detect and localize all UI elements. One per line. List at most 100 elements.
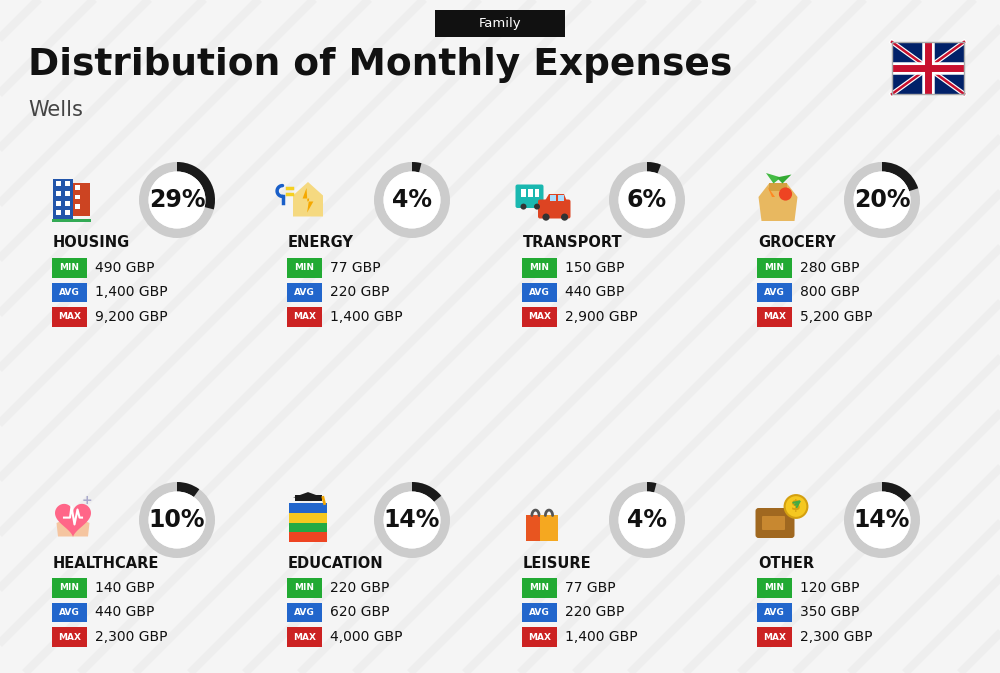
Text: HEALTHCARE: HEALTHCARE bbox=[53, 555, 159, 571]
FancyBboxPatch shape bbox=[521, 190, 526, 197]
Circle shape bbox=[619, 172, 676, 229]
Circle shape bbox=[534, 204, 540, 209]
Circle shape bbox=[779, 187, 792, 201]
FancyBboxPatch shape bbox=[522, 578, 557, 598]
FancyBboxPatch shape bbox=[435, 9, 565, 36]
Text: AVG: AVG bbox=[764, 288, 785, 297]
Wedge shape bbox=[374, 482, 450, 558]
Text: 5,200 GBP: 5,200 GBP bbox=[800, 310, 872, 324]
Text: 280 GBP: 280 GBP bbox=[800, 261, 860, 275]
Polygon shape bbox=[777, 174, 792, 184]
FancyBboxPatch shape bbox=[52, 258, 87, 278]
FancyBboxPatch shape bbox=[522, 258, 557, 278]
Text: 140 GBP: 140 GBP bbox=[95, 581, 154, 595]
FancyBboxPatch shape bbox=[52, 603, 87, 623]
FancyBboxPatch shape bbox=[540, 514, 558, 540]
Text: 2,300 GBP: 2,300 GBP bbox=[800, 630, 872, 644]
Text: 440 GBP: 440 GBP bbox=[95, 606, 154, 620]
Text: MAX: MAX bbox=[528, 633, 551, 641]
Text: 2,900 GBP: 2,900 GBP bbox=[565, 310, 638, 324]
FancyBboxPatch shape bbox=[762, 516, 785, 530]
FancyBboxPatch shape bbox=[757, 578, 792, 598]
Wedge shape bbox=[177, 162, 215, 209]
Text: 1,400 GBP: 1,400 GBP bbox=[330, 310, 403, 324]
Text: 620 GBP: 620 GBP bbox=[330, 606, 390, 620]
Circle shape bbox=[542, 213, 550, 221]
FancyBboxPatch shape bbox=[289, 522, 327, 532]
Wedge shape bbox=[882, 162, 918, 191]
Wedge shape bbox=[177, 482, 199, 497]
FancyBboxPatch shape bbox=[65, 210, 70, 215]
Text: Family: Family bbox=[479, 17, 521, 30]
Wedge shape bbox=[844, 482, 920, 558]
FancyBboxPatch shape bbox=[535, 190, 539, 197]
Text: MIN: MIN bbox=[294, 583, 314, 592]
FancyBboxPatch shape bbox=[522, 627, 557, 647]
FancyBboxPatch shape bbox=[287, 258, 322, 278]
Text: MIN: MIN bbox=[294, 264, 314, 273]
Polygon shape bbox=[293, 492, 323, 497]
Text: AVG: AVG bbox=[59, 608, 80, 617]
Wedge shape bbox=[374, 162, 450, 238]
Text: MIN: MIN bbox=[765, 583, 785, 592]
Wedge shape bbox=[647, 162, 661, 174]
FancyBboxPatch shape bbox=[75, 185, 80, 190]
FancyBboxPatch shape bbox=[56, 181, 61, 186]
Text: 14%: 14% bbox=[854, 508, 910, 532]
FancyBboxPatch shape bbox=[756, 508, 794, 538]
Wedge shape bbox=[412, 482, 441, 502]
FancyBboxPatch shape bbox=[65, 181, 70, 186]
Circle shape bbox=[561, 213, 568, 221]
Circle shape bbox=[384, 172, 440, 229]
FancyBboxPatch shape bbox=[757, 258, 792, 278]
FancyBboxPatch shape bbox=[769, 184, 787, 191]
FancyBboxPatch shape bbox=[294, 495, 322, 501]
Text: 4%: 4% bbox=[392, 188, 432, 212]
Text: 9,200 GBP: 9,200 GBP bbox=[95, 310, 168, 324]
Text: 800 GBP: 800 GBP bbox=[800, 285, 860, 299]
FancyBboxPatch shape bbox=[52, 283, 87, 302]
Text: 150 GBP: 150 GBP bbox=[565, 261, 624, 275]
Text: 440 GBP: 440 GBP bbox=[565, 285, 624, 299]
Polygon shape bbox=[759, 184, 798, 221]
Text: 29%: 29% bbox=[149, 188, 205, 212]
FancyBboxPatch shape bbox=[287, 308, 322, 327]
FancyBboxPatch shape bbox=[287, 603, 322, 623]
Text: 77 GBP: 77 GBP bbox=[565, 581, 616, 595]
Text: LEISURE: LEISURE bbox=[523, 555, 592, 571]
Text: AVG: AVG bbox=[294, 288, 315, 297]
Text: AVG: AVG bbox=[59, 288, 80, 297]
FancyBboxPatch shape bbox=[892, 42, 964, 94]
Text: MAX: MAX bbox=[58, 633, 81, 641]
FancyBboxPatch shape bbox=[52, 219, 91, 223]
Text: Distribution of Monthly Expenses: Distribution of Monthly Expenses bbox=[28, 47, 732, 83]
FancyBboxPatch shape bbox=[550, 195, 556, 201]
Circle shape bbox=[148, 172, 206, 229]
FancyBboxPatch shape bbox=[528, 190, 533, 197]
Text: 6%: 6% bbox=[627, 188, 667, 212]
Text: MAX: MAX bbox=[293, 633, 316, 641]
FancyBboxPatch shape bbox=[757, 627, 792, 647]
FancyBboxPatch shape bbox=[522, 283, 557, 302]
Wedge shape bbox=[609, 162, 685, 238]
Polygon shape bbox=[55, 504, 91, 537]
Text: AVG: AVG bbox=[529, 288, 550, 297]
Wedge shape bbox=[647, 482, 656, 493]
Text: MAX: MAX bbox=[763, 633, 786, 641]
FancyBboxPatch shape bbox=[52, 308, 87, 327]
Text: 1,400 GBP: 1,400 GBP bbox=[565, 630, 638, 644]
Text: MAX: MAX bbox=[58, 312, 81, 322]
Text: MIN: MIN bbox=[60, 264, 80, 273]
Text: 490 GBP: 490 GBP bbox=[95, 261, 154, 275]
FancyBboxPatch shape bbox=[287, 627, 322, 647]
Wedge shape bbox=[139, 162, 215, 238]
Text: EDUCATION: EDUCATION bbox=[288, 555, 384, 571]
Text: MAX: MAX bbox=[763, 312, 786, 322]
Text: 220 GBP: 220 GBP bbox=[565, 606, 624, 620]
FancyBboxPatch shape bbox=[65, 201, 70, 205]
FancyBboxPatch shape bbox=[289, 503, 327, 513]
Text: 1,400 GBP: 1,400 GBP bbox=[95, 285, 168, 299]
FancyBboxPatch shape bbox=[757, 283, 792, 302]
Text: AVG: AVG bbox=[294, 608, 315, 617]
Text: AVG: AVG bbox=[764, 608, 785, 617]
